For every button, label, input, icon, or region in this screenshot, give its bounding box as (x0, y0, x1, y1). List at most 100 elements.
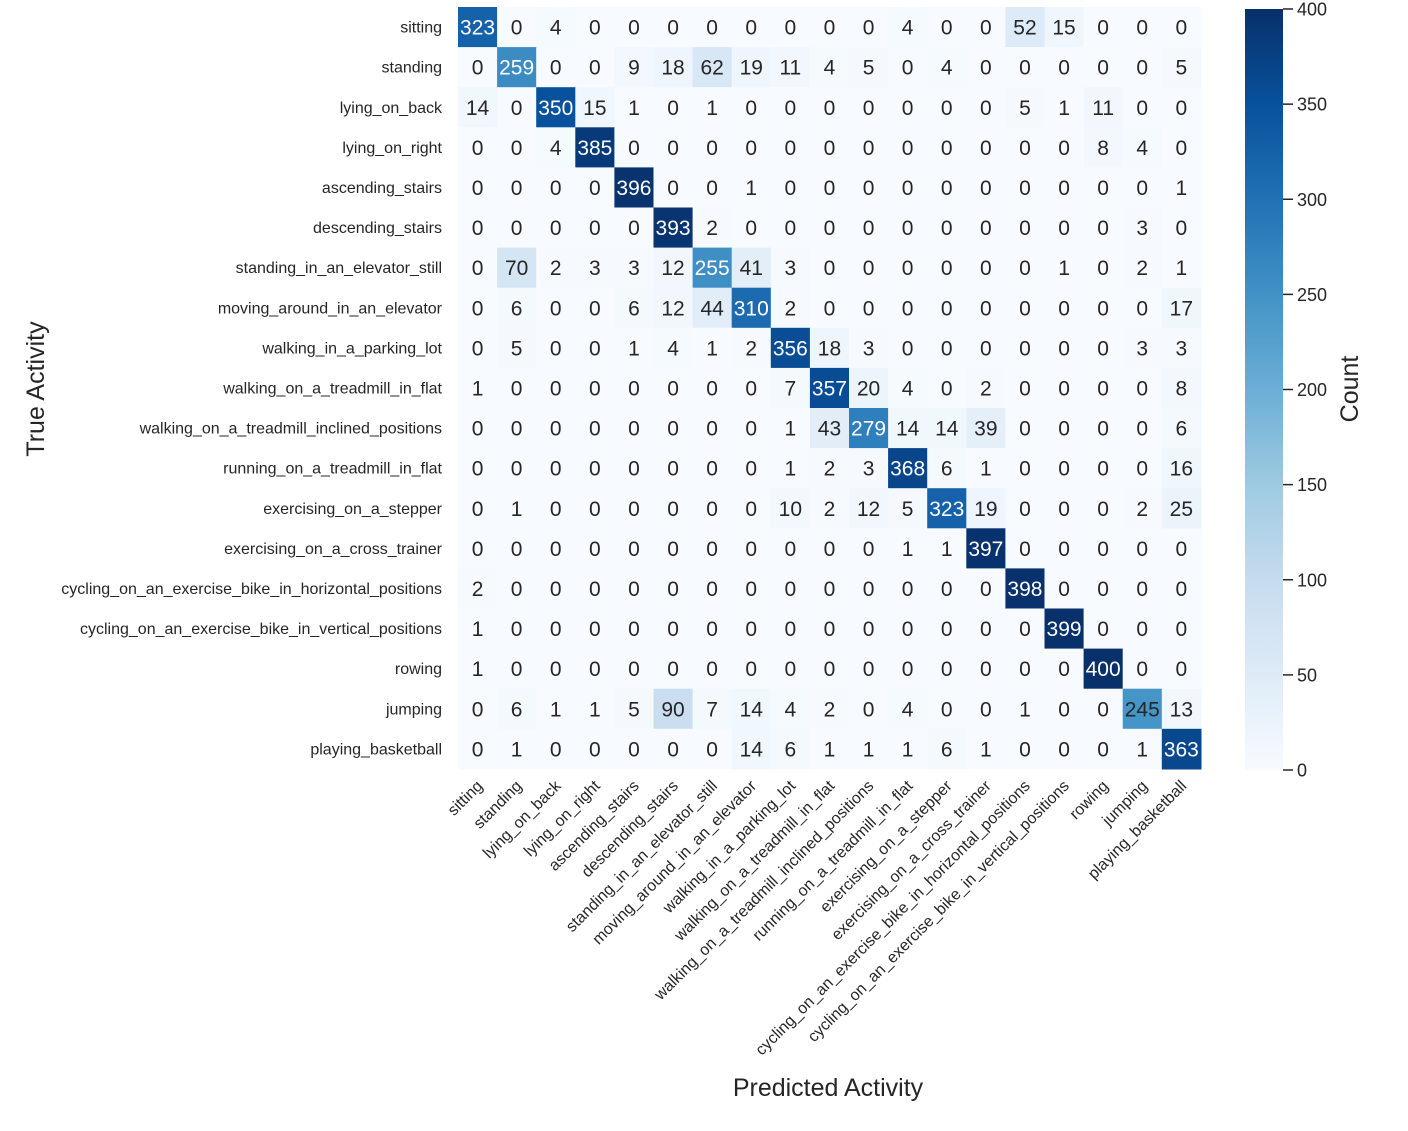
heatmap-cell (809, 488, 850, 529)
heatmap-cell (1161, 47, 1202, 88)
cell-value-label: 0 (1019, 538, 1031, 561)
cell-value-label: 0 (745, 578, 757, 601)
heatmap-cell (770, 488, 811, 529)
cell-value-label: 0 (785, 177, 797, 200)
cell-value-label: 0 (667, 418, 679, 441)
cell-value-label: 0 (941, 658, 953, 681)
heatmap-cell (927, 728, 967, 770)
cell-value-label: 2 (745, 337, 757, 360)
cell-value-label: 0 (1019, 377, 1031, 400)
cell-value-label: 0 (472, 418, 484, 441)
heatmap-cell (770, 207, 811, 249)
heatmap-cell (1044, 648, 1085, 690)
heatmap-cell (770, 367, 811, 409)
heatmap-cell (1005, 167, 1046, 209)
cell-value-label: 0 (706, 658, 718, 681)
cell-value-label: 0 (472, 498, 484, 521)
heatmap-cell (614, 408, 655, 449)
heatmap-cell (1044, 167, 1085, 209)
heatmap-cell (653, 408, 694, 449)
heatmap-cell (849, 728, 889, 770)
cell-value-label: 0 (511, 217, 523, 240)
cell-value-label: 0 (863, 538, 875, 561)
heatmap-cell (536, 287, 576, 329)
heatmap-cell (809, 688, 850, 730)
cell-value-label: 0 (902, 578, 914, 601)
cell-value-label: 0 (1097, 297, 1109, 320)
heatmap-cell (731, 648, 772, 690)
cell-value-label: 6 (941, 738, 953, 761)
cell-value-label: 0 (628, 578, 640, 601)
heatmap-cell (497, 127, 537, 168)
heatmap-cell (809, 287, 850, 329)
cell-value-label: 0 (863, 177, 875, 200)
heatmap-cell (458, 568, 498, 610)
heatmap-cell (458, 648, 498, 690)
heatmap-cell (1083, 688, 1124, 730)
cell-value-label: 43 (818, 418, 841, 441)
heatmap-cell (692, 127, 733, 168)
cell-value-label: 6 (941, 458, 953, 481)
heatmap-cell (692, 568, 733, 610)
colorbar-tick-label: 300 (1297, 190, 1327, 210)
heatmap-cell (497, 287, 537, 329)
heatmap-cell (614, 728, 655, 770)
cell-value-label: 0 (472, 177, 484, 200)
heatmap-cell (731, 448, 772, 489)
cell-value-label: 4 (902, 698, 914, 721)
cell-value-label: 0 (550, 738, 562, 761)
heatmap-cell (692, 247, 733, 289)
cell-value-label: 0 (472, 337, 484, 360)
cell-value-label: 0 (1058, 418, 1070, 441)
cell-value-label: 0 (472, 297, 484, 320)
heatmap-cell (575, 568, 615, 610)
heatmap-cell (888, 367, 928, 409)
heatmap-cell (770, 7, 811, 48)
cell-value-label: 0 (1058, 498, 1070, 521)
heatmap-cell (536, 47, 576, 88)
cell-value-label: 310 (734, 297, 769, 320)
heatmap-cell (1122, 528, 1163, 569)
heatmap-cell (497, 448, 537, 489)
heatmap-cell (614, 287, 655, 329)
cell-value-label: 0 (1097, 578, 1109, 601)
heatmap-cell (888, 448, 928, 489)
cell-value-label: 0 (1019, 217, 1031, 240)
cell-value-label: 0 (745, 17, 757, 40)
heatmap-cell (653, 448, 694, 489)
cell-value-label: 3 (1176, 337, 1188, 360)
heatmap-cell (614, 87, 655, 128)
heatmap-cell (653, 87, 694, 128)
cell-value-label: 0 (980, 257, 992, 280)
cell-value-label: 0 (511, 17, 523, 40)
heatmap-cell (731, 608, 772, 650)
cell-value-label: 0 (1097, 17, 1109, 40)
cell-value-label: 1 (472, 658, 484, 681)
heatmap-cell (653, 648, 694, 690)
cell-value-label: 0 (589, 618, 601, 641)
heatmap-cell (1161, 648, 1202, 690)
heatmap-cell (927, 367, 967, 409)
heatmap-cell (575, 167, 615, 209)
heatmap-cell (770, 247, 811, 289)
cell-value-label: 0 (863, 217, 875, 240)
cell-value-label: 0 (628, 658, 640, 681)
cell-value-label: 0 (1058, 538, 1070, 561)
cell-value-label: 0 (824, 538, 836, 561)
heatmap-cell (849, 648, 889, 690)
heatmap-cell (575, 448, 615, 489)
heatmap-cell (458, 87, 498, 128)
heatmap-cell (497, 87, 537, 128)
cell-value-label: 0 (667, 578, 679, 601)
cell-value-label: 0 (941, 217, 953, 240)
heatmap-cell (1005, 127, 1046, 168)
cell-value-label: 0 (902, 217, 914, 240)
cell-value-label: 0 (589, 377, 601, 400)
heatmap-cell (809, 7, 850, 48)
cell-value-label: 0 (628, 498, 640, 521)
heatmap-cell (536, 167, 576, 209)
cell-value-label: 0 (472, 137, 484, 160)
cell-value-label: 14 (740, 738, 764, 761)
heatmap-cell (1044, 127, 1085, 168)
